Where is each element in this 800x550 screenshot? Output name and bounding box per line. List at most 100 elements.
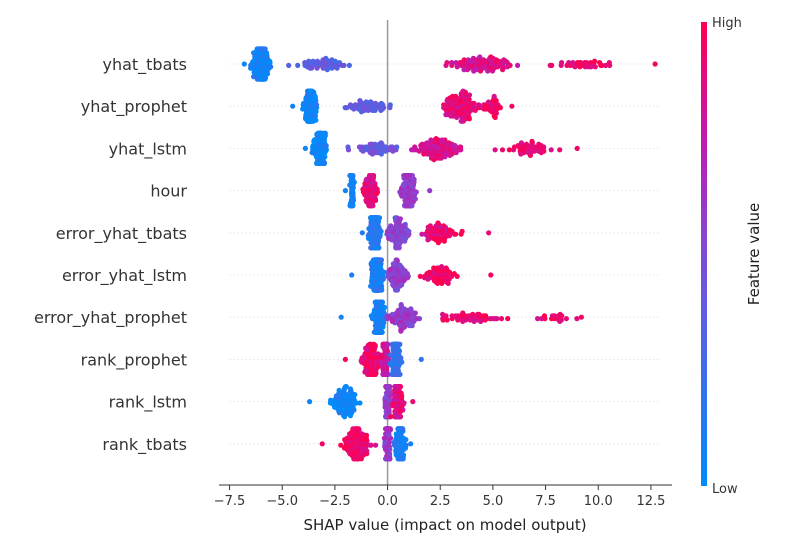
shap-point bbox=[450, 93, 456, 99]
shap-point bbox=[342, 105, 348, 111]
x-tick-label: 2.5 bbox=[430, 494, 451, 509]
shap-point bbox=[443, 112, 449, 118]
feature-label: rank_prophet bbox=[81, 350, 187, 370]
shap-point bbox=[425, 237, 431, 243]
shap-point bbox=[302, 60, 308, 66]
shap-point bbox=[535, 316, 541, 322]
shap-point bbox=[445, 233, 451, 239]
shap-point bbox=[408, 306, 414, 312]
shap-point bbox=[466, 92, 473, 98]
shap-point bbox=[336, 387, 342, 393]
shap-point bbox=[459, 60, 465, 66]
shap-point bbox=[425, 276, 431, 282]
shap-point bbox=[382, 404, 388, 410]
shap-point bbox=[475, 311, 481, 317]
shap-point bbox=[412, 310, 418, 316]
shap-point bbox=[441, 102, 447, 108]
shap-point bbox=[410, 399, 416, 405]
shap-point bbox=[411, 318, 417, 324]
shap-point bbox=[515, 62, 521, 68]
shap-point bbox=[486, 230, 492, 236]
shap-point bbox=[262, 46, 268, 52]
shap-point bbox=[454, 114, 460, 120]
shap-point bbox=[445, 141, 451, 147]
shap-point bbox=[360, 186, 366, 192]
shap-point bbox=[320, 57, 326, 63]
shap-point bbox=[469, 64, 475, 70]
shap-point bbox=[457, 144, 463, 150]
shap-point bbox=[402, 268, 408, 274]
shap-point bbox=[471, 318, 477, 324]
shap-point bbox=[453, 150, 459, 156]
shap-point bbox=[311, 137, 317, 143]
shap-point bbox=[417, 273, 423, 279]
shap-point bbox=[559, 60, 565, 66]
shap-point bbox=[382, 148, 388, 154]
shap-point bbox=[369, 151, 375, 157]
shap-point bbox=[434, 265, 440, 271]
shap-point bbox=[592, 58, 598, 64]
shap-point bbox=[359, 431, 365, 437]
shap-point bbox=[411, 176, 417, 182]
shap-point bbox=[485, 68, 491, 74]
shap-point bbox=[446, 276, 452, 282]
shap-point bbox=[392, 215, 398, 221]
shap-point bbox=[431, 265, 437, 271]
shap-point bbox=[397, 323, 403, 329]
shap-point bbox=[303, 116, 309, 122]
shap-point bbox=[606, 60, 612, 66]
shap-point bbox=[388, 237, 395, 243]
shap-point bbox=[339, 62, 345, 68]
shap-point bbox=[390, 261, 396, 267]
feature-label: yhat_prophet bbox=[81, 97, 187, 117]
shap-point bbox=[363, 345, 369, 351]
shap-point bbox=[548, 147, 554, 153]
shap-point bbox=[557, 147, 563, 153]
gridlines bbox=[229, 63, 662, 445]
shap-point bbox=[349, 272, 355, 278]
shap-point bbox=[352, 456, 358, 462]
shap-point bbox=[441, 238, 447, 244]
shap-point bbox=[313, 117, 319, 123]
shap-point bbox=[394, 287, 401, 293]
shap-point bbox=[397, 262, 403, 268]
shap-point bbox=[603, 62, 609, 68]
shap-point bbox=[401, 446, 407, 452]
shap-point bbox=[388, 223, 394, 229]
shap-point bbox=[387, 352, 393, 358]
shap-point bbox=[366, 203, 372, 209]
shap-point bbox=[385, 456, 391, 462]
shap-point bbox=[401, 400, 407, 406]
shap-point bbox=[338, 442, 344, 448]
shap-point bbox=[319, 441, 325, 447]
feature-row-points bbox=[342, 173, 433, 209]
shap-point bbox=[439, 137, 445, 143]
shap-point bbox=[500, 67, 506, 73]
shap-point bbox=[357, 98, 363, 104]
shap-point bbox=[378, 287, 384, 293]
shap-point bbox=[340, 408, 346, 414]
shap-point bbox=[372, 100, 378, 106]
shap-point bbox=[362, 369, 368, 375]
shap-point bbox=[435, 280, 441, 286]
shap-point bbox=[437, 224, 443, 230]
shap-point bbox=[413, 189, 419, 195]
shap-point bbox=[241, 61, 247, 67]
shap-point bbox=[406, 323, 412, 329]
shap-point bbox=[399, 223, 405, 229]
shap-point bbox=[363, 176, 370, 182]
shap-point bbox=[488, 54, 494, 60]
shap-point bbox=[399, 456, 405, 462]
feature-label: yhat_tbats bbox=[102, 55, 187, 75]
shap-point bbox=[426, 269, 432, 275]
shap-point bbox=[391, 283, 397, 289]
shap-point bbox=[452, 143, 458, 149]
shap-point bbox=[505, 316, 511, 322]
shap-point bbox=[367, 173, 373, 179]
shap-point bbox=[378, 140, 384, 146]
shap-point bbox=[351, 407, 357, 413]
shap-point bbox=[371, 179, 377, 185]
shap-point bbox=[482, 317, 488, 323]
shap-point bbox=[251, 74, 257, 80]
